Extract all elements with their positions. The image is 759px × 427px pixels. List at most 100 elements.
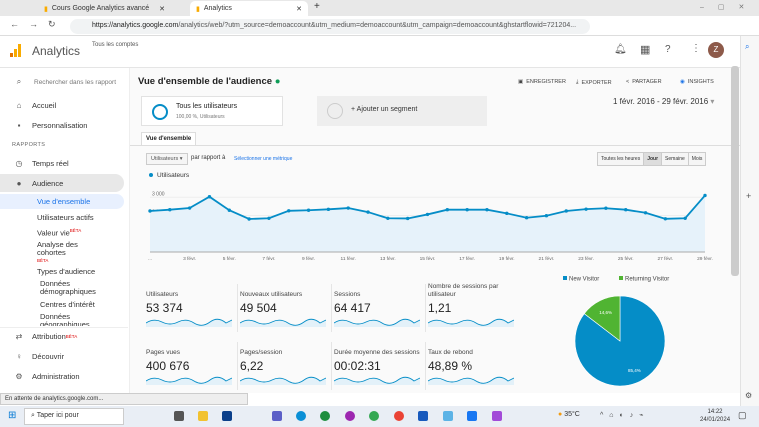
report-search[interactable]: ⌕ Rechercher dans les rapport — [0, 73, 128, 91]
metric-card[interactable]: Sessions 64 417 — [334, 284, 422, 327]
url-input[interactable]: https://analytics.google.com/analytics/w… — [70, 19, 590, 34]
new-tab-icon[interactable]: + — [314, 1, 320, 12]
metric-select[interactable]: Utilisateurs ▾ — [146, 153, 188, 165]
lightbulb-icon: ♀ — [16, 351, 22, 361]
divider — [331, 284, 332, 332]
windows-start-icon[interactable]: ⊞ — [8, 410, 17, 421]
legend-label: New Visitor — [569, 277, 599, 283]
sidebar-sub-demographiques[interactable]: Données démographiques — [40, 279, 96, 296]
metric-card[interactable]: Durée moyenne des sessions 00:02:31 — [334, 342, 422, 385]
insights-button[interactable]: ◉ INSIGHTS — [680, 79, 714, 85]
tab-vue-ensemble[interactable]: Vue d'ensemble — [141, 132, 197, 145]
segment-all-users[interactable]: Tous les utilisateurs 100,00 %, Utilisat… — [141, 96, 283, 126]
sidebar-sub-vue-ensemble[interactable]: Vue d'ensemble — [37, 197, 91, 206]
add-segment-button[interactable]: + Ajouter un segment — [317, 96, 487, 126]
search-icon: ⌕ — [16, 77, 22, 86]
x-tick-label: 23 févr. — [578, 256, 594, 262]
metric-card[interactable]: Taux de rebond 48,89 % — [428, 342, 516, 385]
data-point — [505, 211, 509, 216]
metric-card[interactable]: Utilisateurs 53 374 — [146, 284, 234, 327]
window-controls[interactable]: –▢✕ — [700, 4, 759, 11]
sidebar-item-audience[interactable]: ● Audience — [0, 174, 124, 192]
data-point — [306, 208, 311, 212]
app-icon-3[interactable] — [492, 411, 502, 421]
browser-tab[interactable]: ▮ Cours Google Analytics avancé ✕ — [38, 1, 171, 16]
teams-icon[interactable] — [272, 411, 282, 421]
task-view-icon[interactable] — [174, 411, 184, 421]
sidebar-item-decouvrir[interactable]: ♀ Découvrir — [0, 347, 128, 365]
metric-card[interactable]: Nouveaux utilisateurs 49 504 — [240, 284, 328, 327]
account-selector[interactable]: Tous les comptes — [92, 42, 139, 48]
sidebar-sub-cohortes[interactable]: Analyse des cohortes BÊTA — [37, 241, 97, 268]
sidebar-item-attribution[interactable]: ⇄ Attribution BÊTA — [0, 327, 128, 345]
granularity-day[interactable]: Jour — [643, 153, 662, 165]
metric-sparkline — [240, 318, 326, 327]
weather[interactable]: ● 35°C — [558, 411, 580, 418]
select-metric-link[interactable]: Sélectionner une métrique — [234, 156, 293, 162]
nav-buttons-icon[interactable]: ←→↻ — [10, 19, 66, 29]
gear-icon[interactable]: ⚙ — [745, 391, 753, 400]
close-icon[interactable]: ✕ — [159, 5, 166, 13]
notifications-icon[interactable]: ▢ — [738, 410, 747, 420]
more-icon[interactable]: ⋮ — [691, 43, 701, 54]
metric-card[interactable]: Nombre de sessions par utilisateur 1,21 — [428, 283, 516, 327]
divider — [425, 342, 426, 390]
metric-label: Nombre de sessions par utilisateur — [428, 283, 499, 298]
sidebar-item-personnalisation[interactable]: ▪ Personnalisation — [0, 116, 128, 134]
sidebar-item-temps-reel[interactable]: ◷ Temps réel — [0, 154, 128, 172]
data-point — [485, 207, 489, 212]
app-m-icon[interactable] — [320, 411, 330, 421]
share-button[interactable]: < PARTAGER — [626, 79, 662, 85]
granularity-month[interactable]: Mois — [687, 153, 706, 165]
metric-label: Sessions — [334, 291, 361, 298]
bell-icon[interactable]: 🔔︎ — [614, 44, 627, 55]
app-icon-2[interactable] — [467, 411, 477, 421]
save-button[interactable]: ▣ ENREGISTRER — [518, 79, 566, 85]
x-tick-label: 27 févr. — [657, 256, 673, 262]
app-o-icon[interactable] — [345, 411, 355, 421]
sidebar-sub-types[interactable]: Types d'audience — [37, 267, 96, 276]
sidebar-sub-valeur-vie[interactable]: Valeur vieBÊTA — [37, 228, 81, 238]
metric-value: 53 374 — [146, 301, 183, 315]
chrome-icon[interactable] — [369, 411, 379, 421]
url-path: /analytics/web/?utm_source=demoaccount&u… — [178, 22, 577, 29]
search-icon[interactable]: ⌕ — [745, 42, 750, 51]
tray-icons[interactable]: ^⌂◐♪⌁ — [600, 412, 650, 419]
metric-label: Pages vues — [146, 349, 180, 356]
sidebar-sub-centres-interet[interactable]: Centres d'intérêt — [40, 300, 95, 309]
data-point — [683, 216, 687, 220]
avatar[interactable]: Z — [708, 42, 724, 58]
metric-card[interactable]: Pages vues 400 676 — [146, 342, 234, 385]
sidebar-item-accueil[interactable]: ⌂ Accueil — [0, 96, 128, 114]
sidebar-sub-geographiques[interactable]: Données géographiques — [40, 313, 90, 326]
clock[interactable]: 14:22 24/01/2024 — [700, 408, 730, 424]
app-icon[interactable] — [443, 411, 453, 421]
metric-card[interactable]: Pages/session 6,22 — [240, 342, 328, 385]
add-icon[interactable]: + — [746, 191, 752, 201]
granularity-week[interactable]: Semaine — [661, 153, 688, 165]
search-input[interactable]: Rechercher dans les rapport — [34, 78, 117, 86]
apps-grid-icon[interactable]: ▦ — [640, 44, 651, 56]
word-icon[interactable] — [418, 411, 428, 421]
label: EXPORTER — [581, 79, 612, 86]
help-icon[interactable]: ? — [665, 44, 671, 55]
store-icon[interactable] — [222, 411, 232, 421]
sidebar-item-administration[interactable]: ⚙ Administration — [0, 367, 128, 385]
export-button[interactable]: ⤓ EXPORTER — [576, 79, 612, 86]
edge-icon[interactable] — [296, 411, 306, 421]
chrome-icon-2[interactable] — [394, 411, 404, 421]
main-content: Vue d'ensemble de l'audience ● ▣ ENREGIST… — [130, 68, 740, 393]
taskbar-search[interactable]: ⌕ Taper ici pour — [24, 408, 124, 425]
granularity-hour[interactable]: Toutes les heures — [601, 156, 641, 162]
close-icon[interactable]: ✕ — [296, 5, 302, 13]
browser-tab-active[interactable]: ▮ Analytics ✕ — [190, 1, 308, 16]
sidebar-sub-utilisateurs-actifs[interactable]: Utilisateurs actifs — [37, 213, 94, 222]
gear-icon: ⚙ — [15, 371, 23, 381]
date-range-picker[interactable]: 1 févr. 2016 - 29 févr. 2016 ▾ — [613, 97, 714, 106]
metric-value: 64 417 — [334, 301, 371, 315]
label: Audience — [32, 178, 64, 188]
beta-badge: BÊTA — [37, 258, 49, 263]
file-explorer-icon[interactable] — [198, 411, 208, 421]
scrollbar[interactable] — [731, 66, 739, 276]
metric-label: Pages/session — [240, 349, 283, 356]
